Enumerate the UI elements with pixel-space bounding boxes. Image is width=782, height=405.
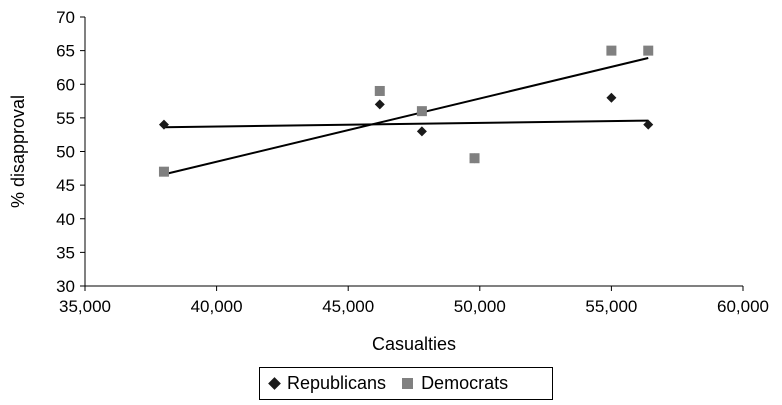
- y-tick-label: 65: [56, 42, 75, 61]
- x-tick-label: 35,000: [59, 297, 111, 316]
- data-point-republicans: [374, 99, 385, 110]
- x-tick-label: 45,000: [322, 297, 374, 316]
- data-point-republicans: [158, 119, 169, 130]
- plot-area: 30 35 40 45 50 55 60 65 70 35,000 40,000 45,000 50,0…: [8, 8, 769, 354]
- data-point-democrats: [416, 106, 427, 117]
- legend-item-democrats: Democrats: [402, 373, 508, 394]
- data-point-republicans: [606, 92, 617, 103]
- y-axis-title: % disapproval: [8, 95, 28, 208]
- data-point-democrats: [374, 85, 385, 96]
- y-tick-label: 50: [56, 143, 75, 162]
- legend-item-republicans: Republicans: [268, 373, 387, 394]
- y-tick-label: 30: [56, 277, 75, 296]
- legend-label-democrats: Democrats: [421, 373, 509, 393]
- data-point-democrats: [469, 153, 480, 164]
- y-tick-label: 35: [56, 243, 75, 262]
- square-marker-icon: [402, 378, 414, 389]
- y-tick-label: 40: [56, 210, 75, 229]
- y-tick-label: 55: [56, 109, 75, 128]
- y-tick-label: 45: [56, 176, 75, 195]
- legend-label-republicans: Republicans: [287, 373, 387, 393]
- y-tick-label: 70: [56, 8, 75, 27]
- y-tick-label: 60: [56, 75, 75, 94]
- data-point-republicans: [643, 119, 654, 130]
- trendline-democrats: [163, 57, 649, 176]
- trendline-republicans: [163, 119, 649, 129]
- data-point-democrats: [643, 45, 654, 56]
- x-axis-title: Casualties: [372, 334, 456, 354]
- data-point-republicans: [416, 126, 427, 137]
- x-tick-label: 40,000: [191, 297, 243, 316]
- x-tick-label: 60,000: [717, 297, 769, 316]
- legend: Republicans Democrats: [259, 367, 553, 400]
- data-point-democrats: [606, 45, 617, 56]
- diamond-marker-icon: [268, 377, 281, 390]
- x-tick-label: 50,000: [454, 297, 506, 316]
- data-point-democrats: [158, 166, 169, 177]
- x-tick-label: 55,000: [585, 297, 637, 316]
